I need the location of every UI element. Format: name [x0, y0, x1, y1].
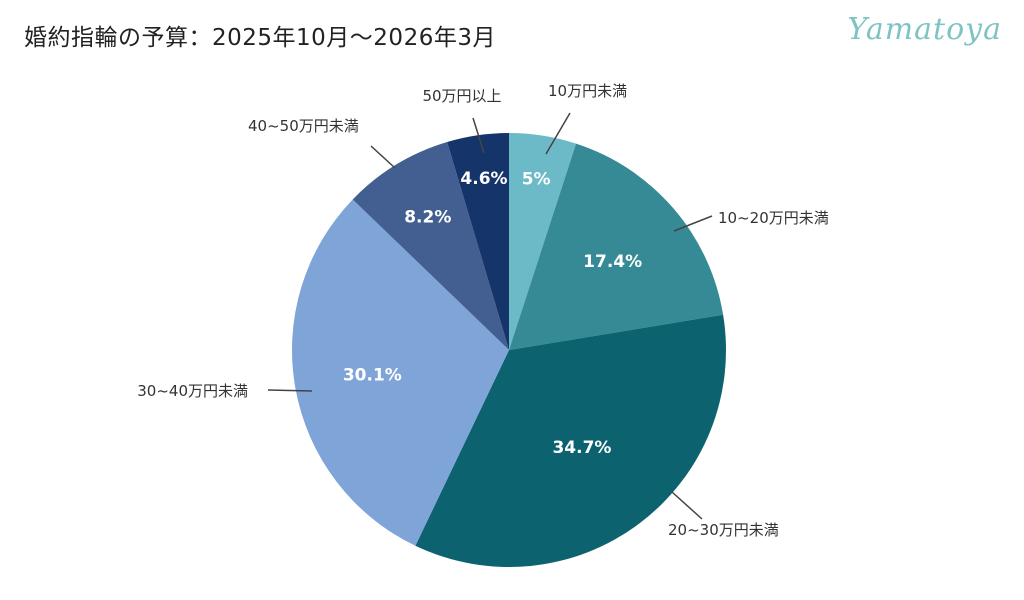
category-label: 10万円未満	[548, 82, 627, 100]
slice-value-label: 30.1%	[343, 366, 402, 386]
category-label: 30~40万円未満	[137, 382, 248, 400]
leader-line	[673, 215, 713, 232]
pie-slice	[352, 142, 509, 350]
pie-slice	[292, 199, 509, 546]
pie-slice	[447, 133, 509, 350]
pie-slice	[509, 133, 577, 350]
leader-line	[472, 117, 485, 154]
pie-slice	[509, 143, 724, 350]
category-label: 40~50万円未満	[248, 117, 359, 135]
category-label: 10~20万円未満	[718, 209, 829, 227]
brand-logo: Yamatoya	[847, 12, 1002, 47]
leader-line	[370, 145, 396, 169]
leader-line	[267, 389, 313, 392]
leader-line	[671, 491, 703, 520]
category-label: 20~30万円未満	[668, 521, 779, 539]
chart-title: 婚約指輪の予算：2025年10月〜2026年3月	[24, 25, 496, 51]
slice-value-label: 4.6%	[460, 169, 507, 189]
slice-value-label: 5%	[522, 170, 551, 190]
category-label: 50万円以上	[422, 87, 501, 105]
slice-value-label: 8.2%	[404, 208, 451, 228]
slice-value-label: 34.7%	[552, 438, 611, 458]
slice-value-label: 17.4%	[583, 252, 642, 272]
leader-line	[545, 112, 571, 155]
pie-slice	[415, 314, 727, 568]
